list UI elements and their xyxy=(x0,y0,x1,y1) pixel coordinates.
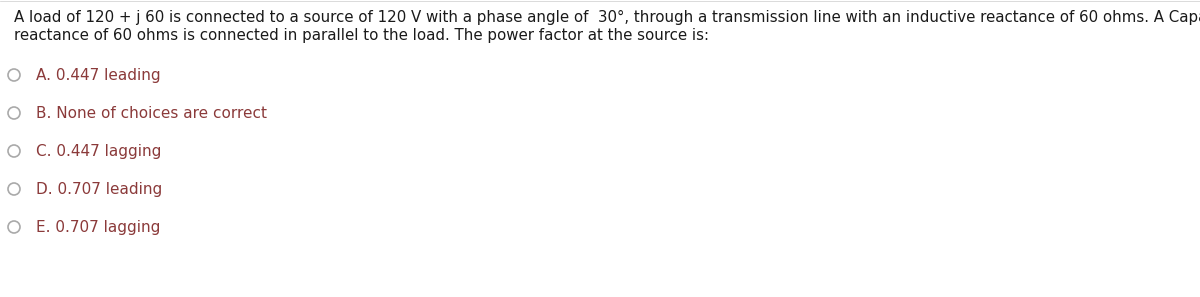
Text: E. 0.707 lagging: E. 0.707 lagging xyxy=(36,220,161,235)
Text: reactance of 60 ohms is connected in parallel to the load. The power factor at t: reactance of 60 ohms is connected in par… xyxy=(14,28,709,43)
Text: D. 0.707 leading: D. 0.707 leading xyxy=(36,182,162,197)
Text: A load of 120 + j 60 is connected to a source of 120 V with a phase angle of  30: A load of 120 + j 60 is connected to a s… xyxy=(14,10,1200,25)
Text: B. None of choices are correct: B. None of choices are correct xyxy=(36,106,266,121)
Text: C. 0.447 lagging: C. 0.447 lagging xyxy=(36,144,161,159)
Text: A. 0.447 leading: A. 0.447 leading xyxy=(36,68,161,83)
